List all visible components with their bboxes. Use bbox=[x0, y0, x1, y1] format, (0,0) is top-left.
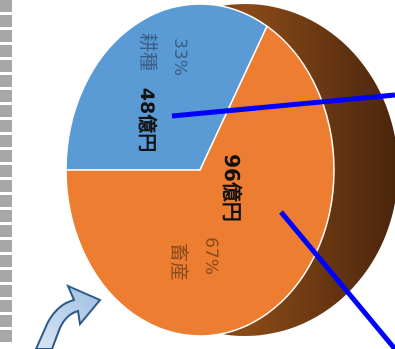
slice-label-chikusan-category: 畜産 bbox=[168, 243, 190, 281]
leader-line-kousyu bbox=[171, 92, 395, 119]
slice-label-chikusan-value: 96億円 bbox=[220, 154, 244, 222]
pie-slice-kousyu bbox=[65, 3, 268, 171]
slice-label-kousyu-percent: 33% bbox=[170, 38, 190, 76]
cropped-margin-text bbox=[0, 0, 12, 349]
slice-label-kousyu-value: 48億円 bbox=[136, 88, 159, 152]
slice-label-kousyu-category: 耕種 bbox=[137, 33, 159, 71]
pie-slices bbox=[65, 3, 335, 337]
curved-arrow-icon bbox=[34, 284, 102, 349]
leader-lines bbox=[171, 92, 395, 349]
leader-line-chikusan bbox=[279, 210, 395, 349]
slice-label-chikusan-percent: 67% bbox=[201, 237, 221, 275]
curved-arrow-shape bbox=[34, 284, 102, 349]
